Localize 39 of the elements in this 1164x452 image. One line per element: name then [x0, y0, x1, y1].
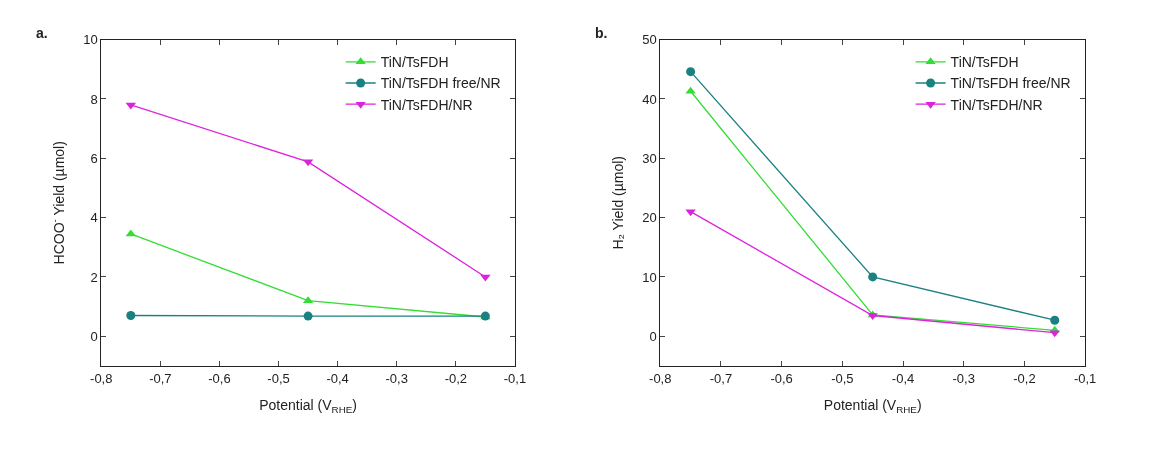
legend-label: TiN/TsFDH free/NR: [950, 75, 1071, 92]
y-tick-label: 40: [642, 91, 657, 107]
x-tick-label: -0,7: [709, 370, 733, 386]
y-tick-label: 30: [642, 150, 657, 166]
chart-title: b.: [595, 25, 608, 41]
legend-label: TiN/TsFDH/NR: [950, 96, 1043, 113]
x-tick-label: -0,2: [444, 370, 468, 386]
x-tick-label: -0,1: [1073, 370, 1097, 386]
x-tick-label: -0,5: [267, 370, 290, 386]
y-tick-label: 0: [90, 328, 98, 344]
x-tick-label: -0,6: [770, 370, 793, 386]
y-tick-label: 2: [90, 269, 98, 285]
y-tick-label: 50: [642, 32, 657, 48]
legend-label: TiN/TsFDH/NR: [380, 96, 473, 113]
x-axis-title: Potential (V$_{RHE}$): [823, 396, 922, 415]
x-tick-label: -0,8: [649, 370, 672, 386]
x-tick-label: -0,1: [503, 370, 527, 386]
y-tick-label: 10: [642, 269, 657, 285]
legend-label: TiN/TsFDH free/NR: [380, 75, 501, 92]
x-axis-title: Potential (V$_{RHE}$): [259, 396, 357, 415]
x-tick-label: -0,3: [385, 370, 408, 386]
x-tick-label: -0,6: [208, 370, 231, 386]
x-tick-label: -0,8: [90, 370, 113, 386]
x-tick-label: -0,7: [149, 370, 172, 386]
y-tick-label: 4: [90, 210, 98, 226]
y-tick-label: 20: [642, 210, 657, 226]
legend-label: TiN/TsFDH: [380, 54, 449, 71]
y-tick-label: 10: [83, 32, 98, 48]
x-tick-label: -0,5: [831, 370, 854, 386]
x-tick-label: -0,3: [952, 370, 975, 386]
x-tick-label: -0,2: [1013, 370, 1036, 386]
y-tick-label: 0: [649, 328, 657, 344]
y-axis-title: H₂ Yield (µmol): [609, 155, 626, 250]
legend-label: TiN/TsFDH: [950, 54, 1019, 71]
chart-title: a.: [36, 25, 48, 41]
x-tick-label: -0,4: [326, 370, 349, 386]
x-tick-label: -0,4: [891, 370, 915, 386]
y-tick-label: 8: [90, 91, 98, 107]
y-tick-label: 6: [90, 150, 98, 166]
